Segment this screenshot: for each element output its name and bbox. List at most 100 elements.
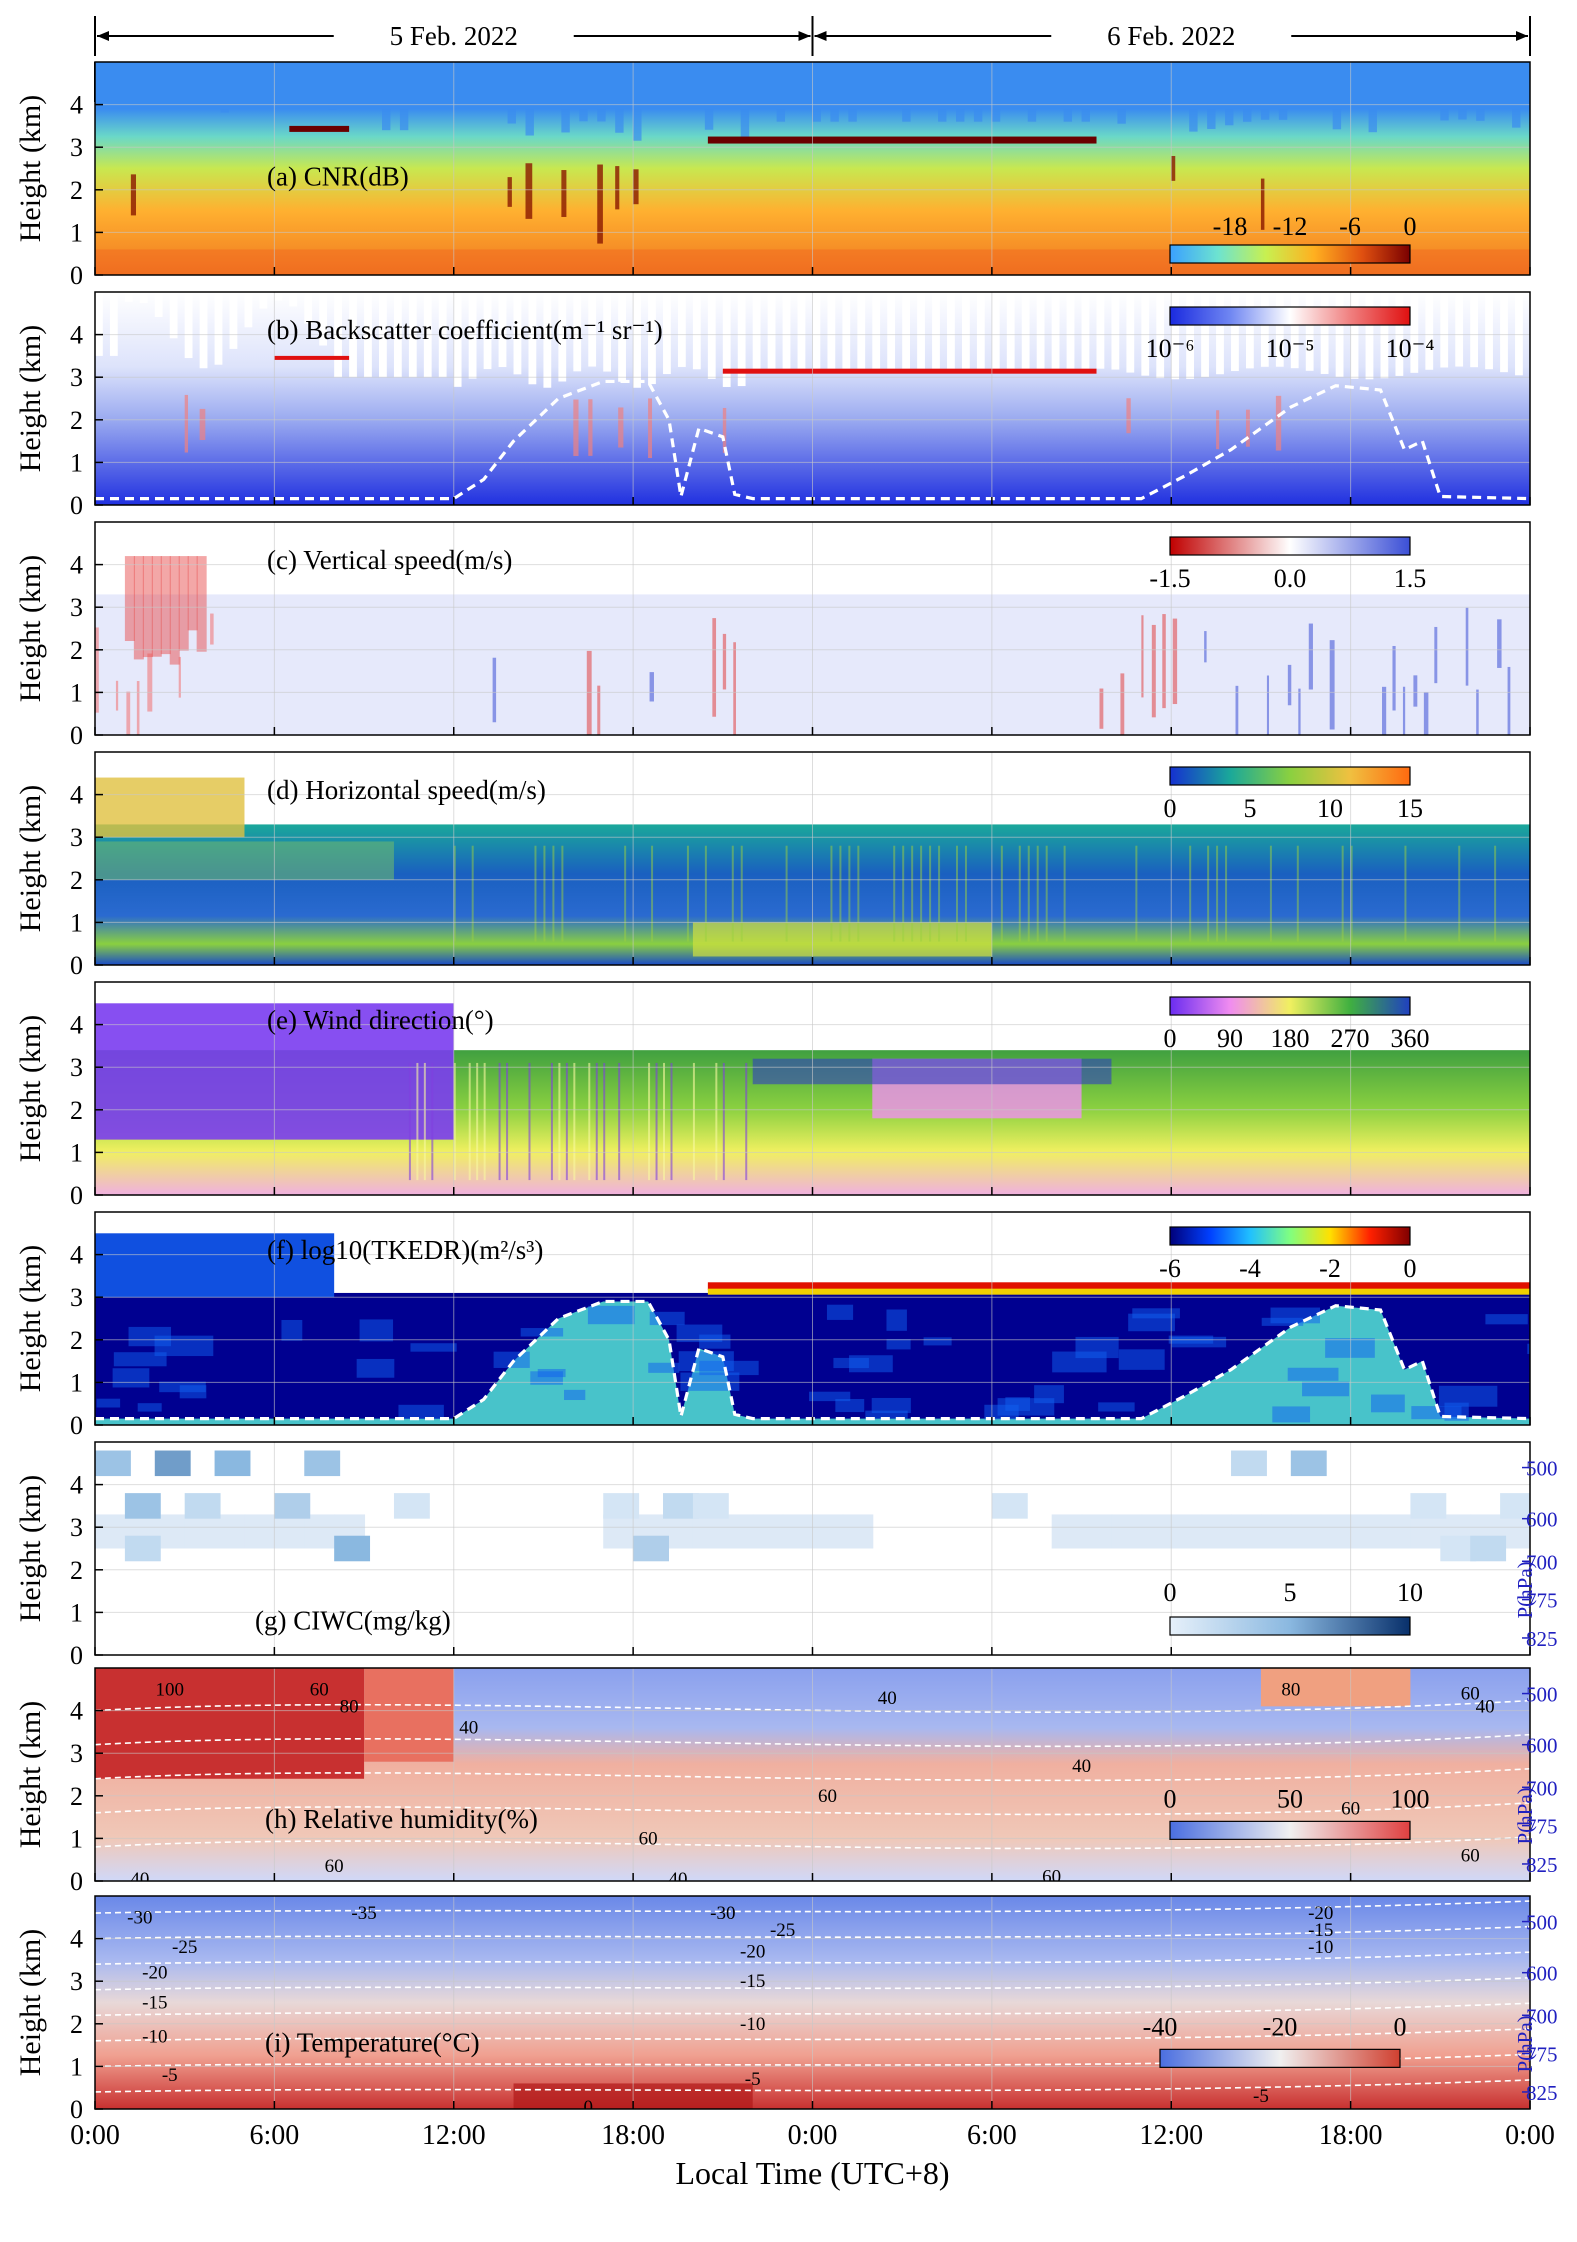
ciwc-cell [1380, 1514, 1412, 1549]
backscatter-clear [1066, 292, 1075, 369]
cnr-column [1063, 62, 1073, 122]
cnr-column [740, 62, 750, 138]
cnr-streak [1171, 155, 1176, 181]
cnr-column [95, 62, 104, 109]
speed-streak [471, 845, 474, 942]
tkedr-patch [1287, 1367, 1339, 1381]
colorbar-tick-label: 0 [1404, 1254, 1417, 1283]
tkedr-patch [809, 1391, 851, 1402]
backscatter-clear [1081, 292, 1090, 369]
y-tick-label: 0 [70, 1181, 83, 1210]
y-tick-label: 4 [70, 1925, 83, 1954]
direction-streak [603, 1062, 606, 1181]
speed-streak [543, 845, 546, 942]
cnr-column [848, 62, 857, 122]
high-speed-region [95, 777, 245, 838]
backscatter-clear [95, 292, 103, 356]
backscatter-streak [588, 399, 593, 456]
backscatter-clear [1290, 292, 1299, 369]
rh-moist-region [95, 1668, 365, 1779]
vertical-speed-streak [1141, 615, 1144, 698]
backscatter-clear [1440, 292, 1449, 368]
direction-streak [498, 1062, 501, 1181]
vertical-speed-streak [151, 556, 162, 657]
vertical-speed-streak [1287, 664, 1292, 706]
speed-streak [1207, 845, 1210, 942]
backscatter-clear [1096, 292, 1105, 369]
pressure-tick-label: 775 [1526, 1815, 1558, 1839]
backscatter-clear [154, 292, 163, 318]
speed-streak [1189, 845, 1192, 942]
colorbar-tick-label: -6 [1339, 212, 1361, 241]
vertical-speed-streak [1382, 686, 1387, 735]
vertical-speed-streak [126, 691, 131, 735]
pressure-axis-label: P(hPa) [1513, 1561, 1537, 1618]
cloud-top-edge [707, 1288, 1530, 1295]
ciwc-cell [1320, 1514, 1352, 1549]
vertical-speed-streak [178, 556, 189, 651]
speed-streak [1296, 845, 1299, 942]
date-arrow-right-head [798, 31, 811, 41]
vertical-speed-streak [1329, 640, 1335, 730]
pressure-tick-label: 600 [1526, 1734, 1558, 1758]
cnr-column [328, 62, 337, 110]
pressure-tick-label: 500 [1526, 1911, 1558, 1935]
rh-contour [95, 1802, 1530, 1816]
vertical-speed-streak [1099, 688, 1104, 729]
cnr-streak [507, 177, 512, 207]
vertical-speed-streak [169, 556, 180, 665]
cloud-top-layer [289, 125, 350, 132]
backscatter-clear [752, 292, 761, 369]
ciwc-cell [304, 1450, 341, 1477]
panel-title-a: (a) CNR(dB) [267, 162, 409, 192]
y-tick-label: 0 [70, 1641, 83, 1670]
tkedr-patch [649, 1311, 685, 1326]
colorbar-tick-label: 1.5 [1394, 564, 1427, 593]
backscatter-clear [1395, 292, 1404, 376]
tkedr-patch [410, 1343, 457, 1352]
speed-streak [1036, 845, 1039, 942]
y-tick-label: 3 [70, 823, 83, 852]
ciwc-cell [304, 1514, 336, 1549]
panel-title-f: (f) log10(TKEDR)(m²/s³) [267, 1235, 543, 1265]
cnr-column [1440, 62, 1449, 121]
speed-streak [902, 845, 905, 942]
cnr-streak [615, 166, 620, 210]
y-axis-label: Height (km) [14, 325, 47, 472]
speed-streak [731, 845, 734, 942]
backscatter-clear [588, 292, 597, 367]
direction-streak [618, 1062, 621, 1181]
y-tick-label: 0 [70, 721, 83, 750]
panel-i: -30 -35 -30-25-25 -20-20 -15-15-10-10-5 -50-2… [14, 1895, 1558, 2124]
panel-title-g: (g) CIWC(mg/kg) [255, 1605, 451, 1635]
tkedr-patch [398, 1404, 444, 1419]
contour-label: -15 [142, 1993, 167, 2014]
temperature-contour [95, 1925, 1530, 1940]
cnr-column [633, 62, 642, 141]
speed-streak [1494, 845, 1497, 942]
colorbar-b [1169, 306, 1411, 326]
cnr-column [579, 62, 588, 122]
cnr-column [938, 62, 947, 122]
x-axis-label: Local Time (UTC+8) [675, 2155, 949, 2191]
cnr-column [399, 62, 409, 131]
vertical-speed-streak [1497, 619, 1502, 668]
colorbar-h [1169, 1820, 1411, 1840]
speed-streak [893, 845, 896, 942]
pressure-tick-label: 600 [1526, 1508, 1558, 1532]
temperature-contour [95, 1900, 1530, 1914]
speed-streak [911, 845, 914, 942]
backscatter-clear [109, 292, 118, 356]
ciwc-cell [842, 1514, 874, 1549]
y-tick-label: 4 [70, 781, 83, 810]
direction-streak [408, 1062, 411, 1181]
cnr-column [1243, 62, 1252, 122]
colorbar-tick-label: 10⁻⁶ [1146, 334, 1195, 363]
tkedr-patch [1075, 1336, 1119, 1359]
ciwc-cell [154, 1450, 191, 1477]
y-tick-label: 1 [70, 678, 83, 707]
cnr-column [1332, 62, 1342, 130]
cnr-column [1225, 62, 1234, 126]
backscatter-clear [663, 292, 671, 375]
contour-label: -20 [142, 1963, 167, 1984]
